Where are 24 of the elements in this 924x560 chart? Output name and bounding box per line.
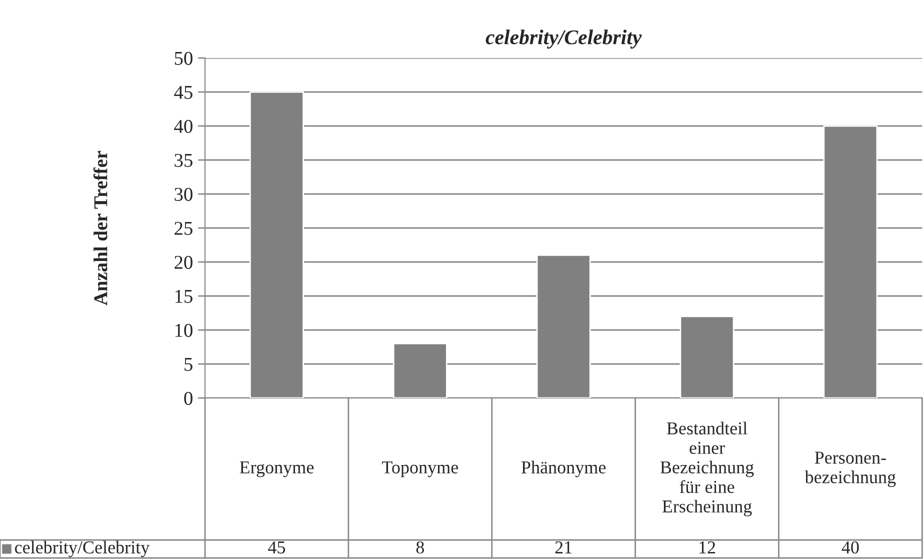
y-tick-label: 15	[175, 290, 192, 303]
legend-label: celebrity/Celebrity	[14, 540, 150, 558]
y-tick-label: 0	[184, 392, 192, 405]
y-tick-label: 50	[174, 52, 192, 65]
x-tick-label: Ergonyme	[240, 461, 314, 478]
x-tick-label: Phänonyme	[521, 460, 606, 478]
y-axis-title: Anzahl der Treffer	[93, 150, 108, 306]
y-tick-label: 45	[174, 86, 192, 99]
y-tick-label: 25	[174, 222, 192, 235]
y-tick-label: 40	[174, 120, 192, 133]
data-label: 12	[700, 541, 716, 554]
x-tick-label: Bestandteil einer Bezeichnung für eine Erscheinung	[660, 422, 754, 516]
x-tick-label: Personen- bezeichnung	[804, 452, 896, 487]
y-tick-label: 5	[184, 358, 192, 371]
y-tick-label: 35	[174, 154, 192, 167]
y-tick-label: 10	[175, 324, 192, 337]
data-label: 21	[555, 541, 572, 554]
data-label: 40	[842, 541, 859, 554]
y-tick-label: 30	[174, 188, 192, 201]
data-label: 45	[268, 541, 286, 554]
chart-title: celebrity/Celebrity	[486, 30, 642, 49]
data-label: 8	[416, 541, 424, 554]
y-tick-label: 20	[174, 256, 192, 269]
x-tick-label: Toponyme	[382, 461, 458, 478]
